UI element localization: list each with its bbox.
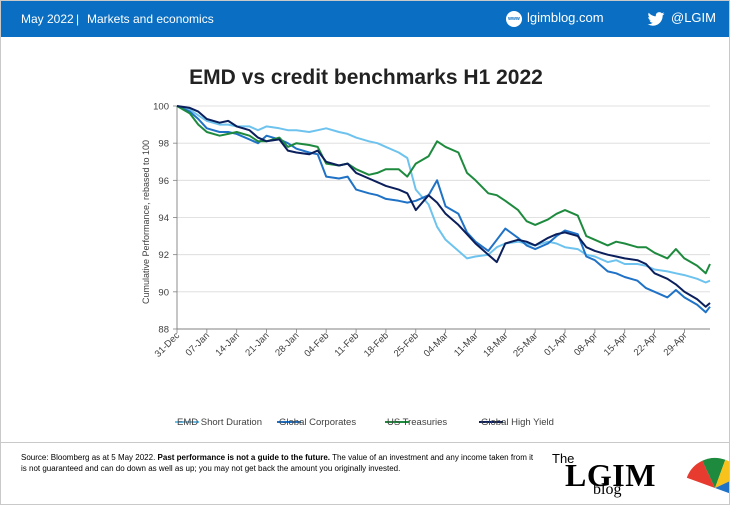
umbrella-panel <box>702 457 726 488</box>
x-tick-label: 07-Jan <box>184 330 212 358</box>
x-tick-label: 21-Jan <box>243 330 271 358</box>
y-tick-label: 88 <box>158 325 169 336</box>
section-label[interactable]: Markets and economics <box>87 12 214 26</box>
legend-label: EMD Short Duration <box>177 417 262 428</box>
publish-date: May 2022 <box>21 12 74 26</box>
umbrella-panel <box>715 459 729 488</box>
x-tick-label: 11-Mar <box>452 330 481 359</box>
umbrella-panel <box>686 460 715 488</box>
series-line-global-high-yield <box>176 105 711 308</box>
logo-name: LGIM <box>565 457 656 493</box>
x-tick-labels: 31-Dec 07-Jan 14-Jan 21-Jan 28-Jan 04-Feb 11-F… <box>153 330 690 360</box>
x-tick-label: 08-Apr <box>572 330 600 358</box>
x-tick-label: 25-Feb <box>392 330 421 359</box>
x-tick-label: 11-Feb <box>333 330 362 359</box>
legend: EMD Short Duration Global Corporates US Tr… <box>175 417 554 428</box>
disclaimer-bold: Past performance is not a guide to the f… <box>157 453 330 462</box>
y-tick-label: 100 <box>153 102 169 113</box>
top-bar: May 2022 | Markets and economics www lgi… <box>1 1 729 37</box>
footer-note: Source: Bloomberg as at 5 May 2022. Past… <box>21 453 541 474</box>
x-tick-label: 28-Jan <box>273 330 301 358</box>
umbrella-panel <box>715 481 729 494</box>
x-tick-label: 15-Apr <box>602 330 630 358</box>
y-tick-label: 96 <box>158 176 169 187</box>
y-tick-label: 92 <box>158 250 169 261</box>
x-tick-label: 14-Jan <box>213 330 241 358</box>
y-tick-labels: 88 90 92 94 96 98 100 <box>153 102 169 336</box>
site-link[interactable]: lgimblog.com <box>527 10 604 25</box>
web-icon: www <box>506 11 522 27</box>
series-line-global-corporates <box>176 105 711 314</box>
x-tick-label: 18-Feb <box>362 330 391 359</box>
y-tick-label: 90 <box>158 287 169 298</box>
axes <box>173 105 710 333</box>
umbrella-icon <box>686 457 729 494</box>
x-tick-label: 01-Apr <box>542 330 570 358</box>
series-line-us-treasuries <box>176 105 711 275</box>
x-tick-label: 04-Feb <box>302 330 331 359</box>
y-axis-label: Cumulative Performance, rebased to 100 <box>141 140 151 304</box>
logo-blog: blog <box>593 481 622 498</box>
footer-divider <box>1 442 729 443</box>
logo-the: The <box>552 451 575 466</box>
lgim-blog-logo: The LGIM blog <box>549 448 729 504</box>
series-lines <box>176 105 711 314</box>
disclaimer-text: The value of an investment and any incom… <box>21 453 534 473</box>
web-icon-text: www <box>508 16 520 22</box>
y-tick-label: 94 <box>158 213 169 224</box>
chart: EMD vs credit benchmarks H1 2022 Cumulat… <box>141 66 711 428</box>
twitter-handle[interactable]: @LGIM <box>671 10 716 25</box>
legend-label: US Treasuries <box>387 417 447 428</box>
legend-label: Global High Yield <box>481 417 554 428</box>
legend-label: Global Corporates <box>279 417 356 428</box>
x-tick-label: 25-Mar <box>511 330 540 359</box>
chart-title: EMD vs credit benchmarks H1 2022 <box>189 66 543 89</box>
y-tick-label: 98 <box>158 139 169 150</box>
gridlines <box>177 105 710 293</box>
x-tick-label: 22-Apr <box>632 330 660 358</box>
x-tick-label: 04-Mar <box>422 330 451 359</box>
source-note: Source: Bloomberg as at 5 May 2022. <box>21 453 156 462</box>
x-tick-label: 29-Apr <box>662 330 690 358</box>
series-line-emd-short-duration <box>176 105 711 284</box>
header-separator: | <box>76 12 80 26</box>
x-tick-label: 18-Mar <box>481 330 510 359</box>
twitter-icon <box>647 12 665 26</box>
